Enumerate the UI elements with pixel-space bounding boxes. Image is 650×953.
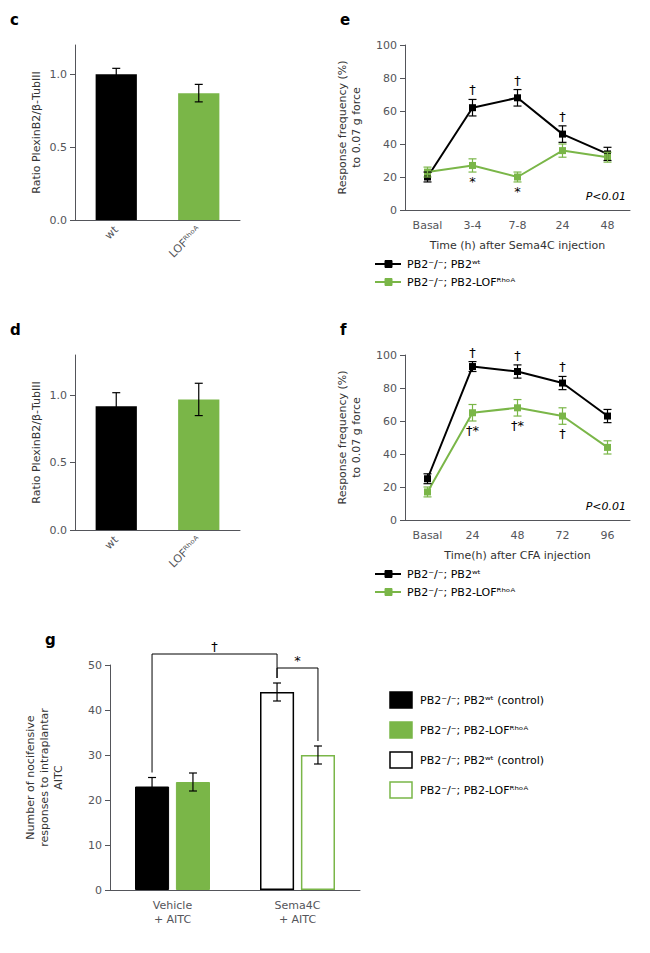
svg-text:e: e <box>340 11 350 29</box>
svg-text:80: 80 <box>383 382 397 395</box>
svg-text:Sema4C: Sema4C <box>275 899 321 912</box>
svg-text:48: 48 <box>601 219 615 232</box>
svg-text:†: † <box>469 82 476 97</box>
svg-text:0: 0 <box>390 204 397 217</box>
svg-text:10: 10 <box>88 839 102 852</box>
svg-text:*: * <box>514 184 521 199</box>
svg-text:PB2⁻/⁻; PB2-LOFᴿʰᵒᴬ: PB2⁻/⁻; PB2-LOFᴿʰᵒᴬ <box>407 586 515 599</box>
svg-text:†: † <box>514 348 521 363</box>
svg-text:*: * <box>294 653 301 668</box>
svg-text:40: 40 <box>383 448 397 461</box>
svg-text:†: † <box>211 639 218 654</box>
svg-text:0.0: 0.0 <box>50 214 68 227</box>
svg-text:3-4: 3-4 <box>464 219 482 232</box>
svg-text:0: 0 <box>390 514 397 527</box>
svg-text:wt: wt <box>102 223 121 242</box>
svg-text:†: † <box>469 345 476 360</box>
svg-text:40: 40 <box>88 704 102 717</box>
svg-text:Number of nocifensive: Number of nocifensive <box>24 715 37 839</box>
svg-text:†: † <box>559 359 566 374</box>
svg-text:7-8: 7-8 <box>509 219 527 232</box>
svg-text:48: 48 <box>511 529 525 542</box>
svg-text:Time (h) after Sema4C injectio: Time (h) after Sema4C injection <box>429 239 605 252</box>
svg-text:Ratio PlexinB2/β-TubIII: Ratio PlexinB2/β-TubIII <box>30 71 43 194</box>
svg-text:Ratio PlexinB2/β-TubIII: Ratio PlexinB2/β-TubIII <box>30 381 43 504</box>
svg-text:40: 40 <box>383 138 397 151</box>
svg-text:LOFᴿʰᵒᴬ: LOFᴿʰᵒᴬ <box>166 223 203 260</box>
svg-text:30: 30 <box>88 749 102 762</box>
svg-text:PB2⁻/⁻; PB2ʷᵗ (control): PB2⁻/⁻; PB2ʷᵗ (control) <box>420 754 544 767</box>
svg-text:responses to intraplantar: responses to intraplantar <box>38 708 51 847</box>
svg-text:24: 24 <box>556 219 570 232</box>
svg-text:Vehicle: Vehicle <box>153 899 193 912</box>
svg-text:PB2⁻/⁻; PB2ʷᵗ (control): PB2⁻/⁻; PB2ʷᵗ (control) <box>420 694 544 707</box>
svg-text:wt: wt <box>102 533 121 552</box>
svg-text:60: 60 <box>383 105 397 118</box>
svg-text:Time(h) after CFA injection: Time(h) after CFA injection <box>443 549 591 562</box>
svg-text:PB2⁻/⁻; PB2ʷᵗ: PB2⁻/⁻; PB2ʷᵗ <box>407 258 481 271</box>
svg-text:c: c <box>10 11 19 29</box>
svg-text:0: 0 <box>95 884 102 897</box>
svg-text:96: 96 <box>601 529 615 542</box>
svg-text:Response frequency (%): Response frequency (%) <box>336 60 349 194</box>
svg-text:Response frequency (%): Response frequency (%) <box>336 370 349 504</box>
svg-text:0.5: 0.5 <box>50 141 68 154</box>
svg-text:Basal: Basal <box>413 529 443 542</box>
svg-text:PB2⁻/⁻; PB2ʷᵗ: PB2⁻/⁻; PB2ʷᵗ <box>407 568 481 581</box>
svg-text:1.0: 1.0 <box>50 68 68 81</box>
svg-text:P<0.01: P<0.01 <box>586 190 626 203</box>
svg-text:PB2⁻/⁻; PB2-LOFᴿʰᵒᴬ: PB2⁻/⁻; PB2-LOFᴿʰᵒᴬ <box>420 724 528 737</box>
svg-text:†: † <box>559 109 566 124</box>
svg-text:to 0.07 g force: to 0.07 g force <box>350 87 363 168</box>
svg-text:f: f <box>340 321 347 339</box>
svg-text:20: 20 <box>383 481 397 494</box>
svg-text:0.5: 0.5 <box>50 456 68 469</box>
svg-text:g: g <box>45 631 56 649</box>
svg-text:PB2⁻/⁻; PB2-LOFᴿʰᵒᴬ: PB2⁻/⁻; PB2-LOFᴿʰᵒᴬ <box>420 784 528 797</box>
svg-text:PB2⁻/⁻; PB2-LOFᴿʰᵒᴬ: PB2⁻/⁻; PB2-LOFᴿʰᵒᴬ <box>407 276 515 289</box>
svg-text:P<0.01: P<0.01 <box>586 500 626 513</box>
svg-text:24: 24 <box>466 529 480 542</box>
svg-text:+ AITC: + AITC <box>279 913 317 926</box>
svg-text:d: d <box>10 321 21 339</box>
svg-text:50: 50 <box>88 659 102 672</box>
svg-text:Basal: Basal <box>413 219 443 232</box>
svg-text:+ AITC: + AITC <box>154 913 192 926</box>
svg-text:†: † <box>514 73 521 88</box>
svg-text:20: 20 <box>88 794 102 807</box>
svg-text:†: † <box>559 426 566 441</box>
svg-text:80: 80 <box>383 72 397 85</box>
svg-text:†*: †* <box>511 418 525 433</box>
svg-text:72: 72 <box>556 529 570 542</box>
svg-text:60: 60 <box>383 415 397 428</box>
svg-text:100: 100 <box>376 349 397 362</box>
svg-text:LOFᴿʰᵒᴬ: LOFᴿʰᵒᴬ <box>166 533 203 570</box>
svg-text:0.0: 0.0 <box>50 524 68 537</box>
svg-text:to 0.07 g force: to 0.07 g force <box>350 397 363 478</box>
svg-text:AITC: AITC <box>52 765 65 790</box>
svg-text:*: * <box>469 174 476 189</box>
svg-text:100: 100 <box>376 39 397 52</box>
svg-text:20: 20 <box>383 171 397 184</box>
svg-text:1.0: 1.0 <box>50 389 68 402</box>
svg-text:†*: †* <box>466 423 480 438</box>
